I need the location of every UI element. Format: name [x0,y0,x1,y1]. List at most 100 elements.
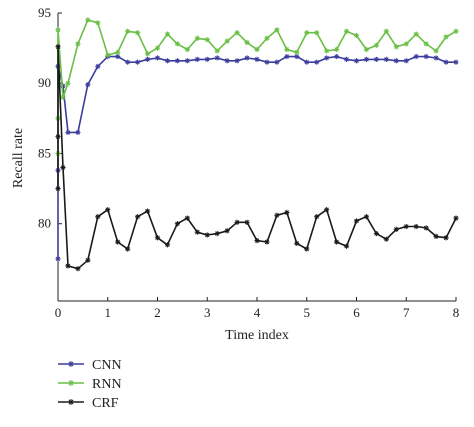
legend-rnn-label: RNN [92,377,122,392]
series-crf-point-42 [443,235,449,241]
series-cnn-point-9 [115,53,121,60]
series-rnn-point-33 [353,32,360,39]
series-crf-point-25 [274,212,280,218]
x-tick-label-8: 8 [453,305,460,320]
series-cnn-point-6 [85,82,91,88]
series-rnn-point-42 [443,34,449,40]
x-tick-label-5: 5 [304,305,311,320]
legend-crf-label: CRF [92,396,119,411]
y-tick-label-95: 95 [38,5,51,20]
series-cnn-point-33 [353,58,360,64]
y-tick-label-85: 85 [38,145,51,160]
series-cnn-point-4 [65,129,71,136]
series-rnn-point-17 [194,35,200,41]
series-cnn-point-20 [224,58,230,64]
series-rnn-point-15 [174,41,180,47]
series-crf-point-8 [105,207,111,213]
series-crf-point-41 [433,233,439,239]
series-crf-point-29 [314,214,320,220]
series-cnn-point-35 [373,56,379,62]
series-cnn-point-7 [95,63,101,69]
series-rnn-point-20 [224,38,230,44]
x-tick-label-3: 3 [204,305,211,320]
series-rnn-point-19 [214,48,220,54]
series-rnn-point-27 [294,49,300,55]
series-crf-point-1 [55,134,61,140]
series-rnn-point-13 [154,45,161,51]
x-tick-label-6: 6 [353,305,360,320]
series-crf-point-19 [214,230,220,237]
y-tick-label-80: 80 [38,216,51,231]
series-rnn-point-34 [363,46,370,53]
series-cnn-point-29 [314,59,320,65]
series-crf-point-31 [334,239,340,245]
series-cnn-point-27 [294,53,300,60]
series-rnn-point-22 [244,39,250,46]
series-cnn-point-21 [234,58,240,64]
series-crf-point-28 [304,246,310,252]
series-crf-point-15 [174,221,180,227]
x-tick-label-7: 7 [403,305,410,320]
series-rnn-point-14 [164,31,171,37]
series-crf-point-32 [343,243,350,249]
legend-cnn-marker [68,361,74,367]
series-crf-point-27 [294,240,300,246]
series-crf-point-37 [393,226,399,232]
legend-crf-marker [68,399,74,405]
series-rnn-point-24 [264,35,270,41]
series-rnn-point-8 [105,52,111,58]
series-rnn-point-26 [284,46,290,53]
series-rnn-point-2 [55,27,61,33]
series-rnn-line [57,19,457,154]
x-tick-label-4: 4 [254,305,261,320]
series-rnn-point-3 [60,94,66,100]
series-crf-point-39 [413,223,419,230]
series-cnn-point-14 [164,58,171,64]
series-crf-point-23 [254,237,260,244]
series-crf-point-20 [224,228,230,234]
series-rnn-point-41 [433,48,439,54]
series-crf-point-21 [234,219,240,225]
series-cnn-point-13 [154,55,161,61]
series-cnn-point-41 [433,55,439,61]
legend: CNN RNN CRF [58,358,122,411]
series-rnn-point-29 [314,30,320,36]
series-cnn-point-28 [304,59,310,65]
series-cnn-point-34 [363,56,370,62]
series-cnn-point-22 [244,55,250,61]
x-tick-label-1: 1 [105,305,112,320]
series-cnn-point-38 [403,58,409,64]
series-cnn-point-30 [324,55,330,61]
series-rnn-point-36 [383,28,389,34]
series-cnn-point-43 [453,59,459,65]
series-cnn-point-19 [214,55,220,61]
series-crf-line [57,45,457,270]
series-cnn-point-32 [343,56,350,62]
series-crf-point-13 [154,235,161,241]
series-rnn-point-30 [324,48,330,54]
series-rnn-point-37 [393,44,399,50]
series-rnn-point-12 [144,51,151,57]
series-rnn-point-4 [65,80,71,86]
series-cnn-point-12 [144,56,151,62]
series-crf-point-12 [144,208,151,214]
series-rnn-point-23 [254,46,260,53]
series-crf-point-3 [60,164,66,171]
series-rnn-point-35 [373,42,379,48]
series-crf-point-38 [403,223,409,230]
series-cnn-point-11 [135,59,141,65]
series-rnn-point-25 [274,27,280,33]
series-cnn-point-23 [254,56,260,62]
series-crf-point-43 [453,215,459,221]
series-rnn-point-21 [234,30,240,36]
series-crf-point-5 [75,266,81,272]
series-rnn-point-9 [115,49,121,55]
series-crf-point-6 [85,257,91,263]
series-crf-point-18 [204,232,210,238]
series-crf-point-11 [135,214,141,220]
y-tick-label-90: 90 [38,75,51,90]
series-cnn-point-5 [75,129,81,136]
series-crf-point-14 [164,242,171,248]
series-rnn-point-10 [125,28,131,34]
series-cnn-point-15 [174,58,180,64]
